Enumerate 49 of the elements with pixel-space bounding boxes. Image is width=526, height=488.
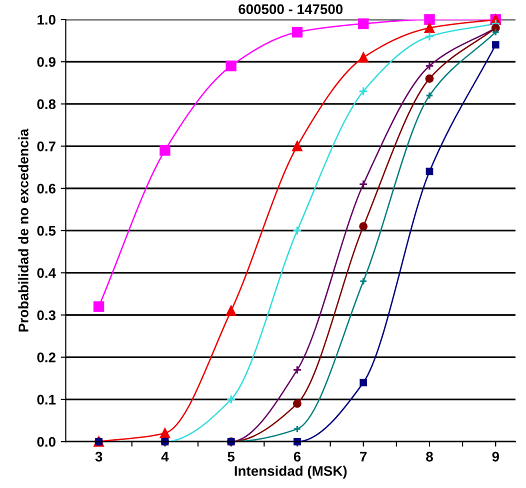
- y-tick-label: 0.7: [37, 141, 56, 152]
- point: [160, 145, 170, 156]
- point: [358, 86, 368, 96]
- point: [292, 365, 302, 374]
- y-tick-label: 0.2: [37, 352, 56, 362]
- point: [426, 92, 434, 100]
- y-tick-label: 0.5: [37, 226, 56, 236]
- x-tick-label: 7: [360, 452, 367, 462]
- point: [292, 141, 302, 152]
- point: [226, 60, 236, 72]
- x-tick-label: 9: [492, 452, 499, 462]
- point: [226, 306, 236, 316]
- point: [359, 277, 368, 286]
- point: [358, 180, 368, 189]
- point: [426, 168, 434, 176]
- chart-title: 600500 - 147500: [238, 4, 343, 14]
- y-tick-label: 0.8: [37, 99, 56, 110]
- x-tick-label: 5: [228, 452, 235, 462]
- point: [292, 226, 302, 236]
- y-tick-label: 0.0: [37, 436, 56, 447]
- point: [492, 41, 500, 49]
- x-tick-label: 3: [95, 452, 102, 462]
- point: [360, 378, 368, 386]
- point: [292, 399, 302, 408]
- point: [160, 428, 170, 438]
- y-tick-label: 0.4: [37, 268, 56, 278]
- point: [424, 14, 435, 25]
- point: [293, 425, 302, 433]
- point: [226, 394, 236, 404]
- point: [93, 301, 104, 312]
- y-axis-title: Probabilidad de no excedencia: [18, 128, 28, 332]
- x-tick-label: 6: [294, 452, 301, 462]
- point: [424, 61, 434, 70]
- y-tick-label: 0.3: [37, 310, 56, 320]
- point: [424, 32, 434, 42]
- x-tick-label: 4: [161, 452, 169, 462]
- point: [424, 22, 435, 34]
- point: [292, 26, 303, 38]
- y-tick-label: 1.0: [38, 14, 56, 25]
- x-tick-label: 8: [426, 452, 433, 462]
- y-tick-label: 0.1: [37, 394, 56, 405]
- y-tick-label: 0.9: [37, 57, 56, 67]
- point: [358, 18, 369, 30]
- point: [294, 438, 301, 446]
- point: [425, 74, 434, 83]
- x-axis-title: Intensidad (MSK): [234, 466, 347, 479]
- y-tick-label: 0.6: [37, 184, 56, 194]
- point: [358, 52, 368, 63]
- point: [359, 222, 368, 231]
